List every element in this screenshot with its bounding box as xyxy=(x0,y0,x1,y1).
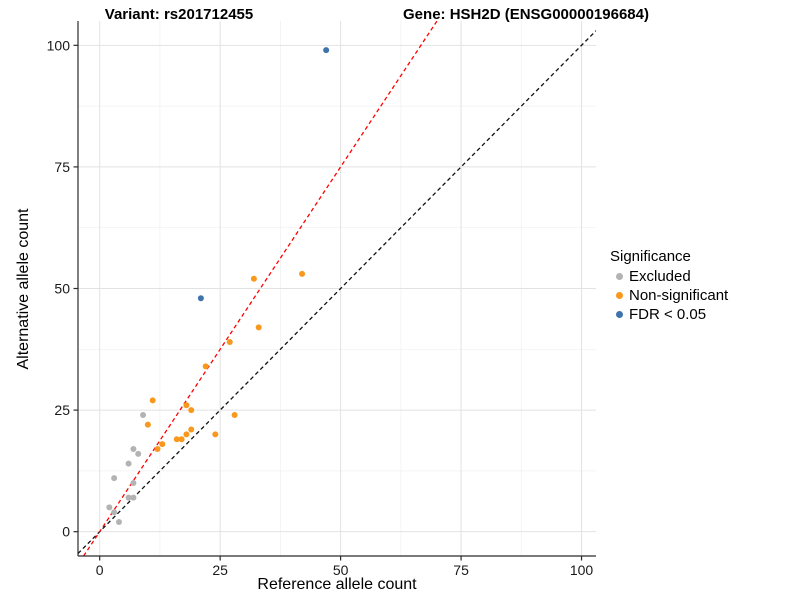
x-tick-label: 25 xyxy=(212,562,228,578)
data-point xyxy=(125,494,132,501)
legend-key-dot xyxy=(616,292,623,299)
data-point xyxy=(154,446,161,452)
data-point xyxy=(183,431,190,438)
x-tick-label: 0 xyxy=(96,562,104,578)
series-non-significant xyxy=(144,270,306,452)
data-point xyxy=(299,270,306,277)
data-point xyxy=(178,436,185,443)
data-point xyxy=(255,324,262,331)
y-tick-label: 50 xyxy=(54,281,70,297)
data-point xyxy=(130,494,137,501)
legend-key-dot xyxy=(616,273,623,280)
x-tick-label: 50 xyxy=(333,562,349,578)
data-point xyxy=(159,441,166,448)
data-point xyxy=(135,450,142,457)
plot-title-gene: Gene: HSH2D (ENSG00000196684) xyxy=(403,6,649,23)
y-tick-label: 100 xyxy=(47,37,71,53)
legend-item: Non-significant xyxy=(610,286,728,305)
x-axis-label: Reference allele count xyxy=(257,576,417,593)
legend-item-label: Non-significant xyxy=(629,287,729,304)
y-tick-label: 0 xyxy=(62,524,70,540)
data-point xyxy=(173,436,180,443)
y-tick-label: 75 xyxy=(54,159,70,175)
data-point xyxy=(111,475,118,482)
legend-items: Excluded Non-significant FDR < 0.05 xyxy=(610,267,728,324)
legend-key-dot xyxy=(616,311,623,318)
x-tick-label: 75 xyxy=(453,562,469,578)
data-point xyxy=(231,411,238,418)
data-point xyxy=(130,480,137,487)
data-point xyxy=(188,407,195,414)
data-point xyxy=(212,431,219,438)
expected-ratio-line xyxy=(83,21,438,556)
y-tick-label: 25 xyxy=(54,402,70,418)
data-point xyxy=(250,275,257,282)
y-axis-label: Alternative allele count xyxy=(15,208,32,370)
legend: Significance Excluded Non-significant FDR … xyxy=(610,247,728,324)
data-point xyxy=(323,47,330,54)
reference-lines xyxy=(78,21,596,556)
plot-title-variant: Variant: rs201712455 xyxy=(104,6,254,23)
series-excluded xyxy=(106,411,147,525)
data-point xyxy=(144,421,151,428)
series-fdr-0-05 xyxy=(197,47,330,302)
legend-item: FDR < 0.05 xyxy=(610,305,728,324)
data-point xyxy=(125,460,132,467)
data-point xyxy=(188,426,195,433)
legend-title: Significance xyxy=(610,248,691,265)
legend-item-label: FDR < 0.05 xyxy=(629,306,707,323)
x-tick-label: 100 xyxy=(570,562,594,578)
legend-item-label: Excluded xyxy=(629,268,691,285)
data-point xyxy=(115,518,122,525)
data-point xyxy=(149,397,156,404)
data-point xyxy=(202,363,209,370)
data-point xyxy=(130,446,137,452)
identity-line xyxy=(78,30,596,555)
data-point xyxy=(183,402,190,409)
data-point xyxy=(226,339,233,345)
data-point xyxy=(140,411,147,418)
data-point xyxy=(197,295,204,302)
data-point xyxy=(106,504,113,511)
legend-item: Excluded xyxy=(610,267,728,286)
data-point xyxy=(111,509,118,516)
